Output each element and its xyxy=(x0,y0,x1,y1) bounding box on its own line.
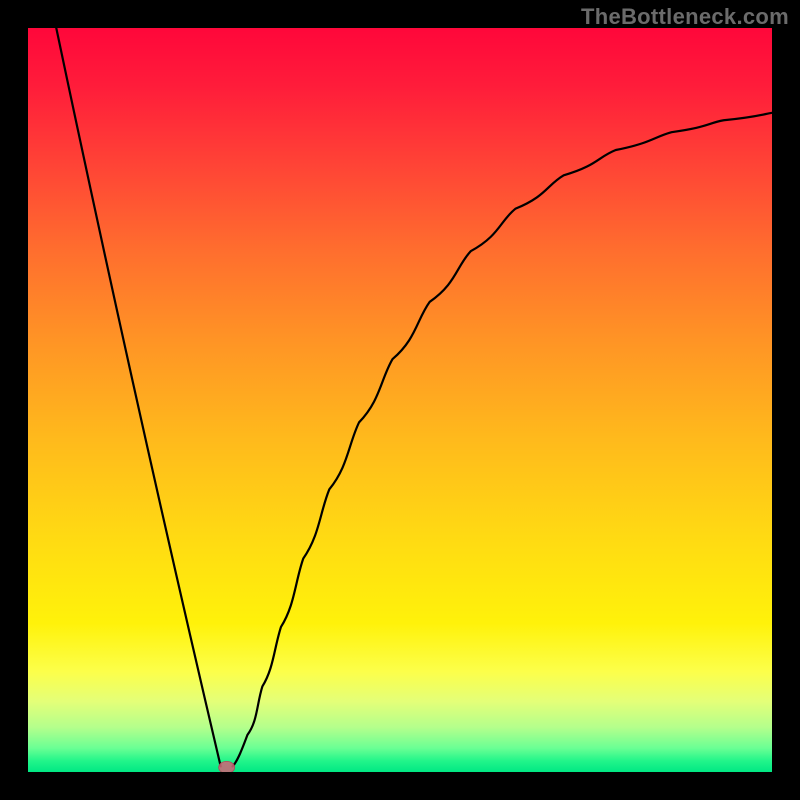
watermark-text: TheBottleneck.com xyxy=(581,4,789,30)
optimum-marker xyxy=(219,761,235,772)
bottleneck-chart xyxy=(28,28,772,772)
chart-background xyxy=(28,28,772,772)
